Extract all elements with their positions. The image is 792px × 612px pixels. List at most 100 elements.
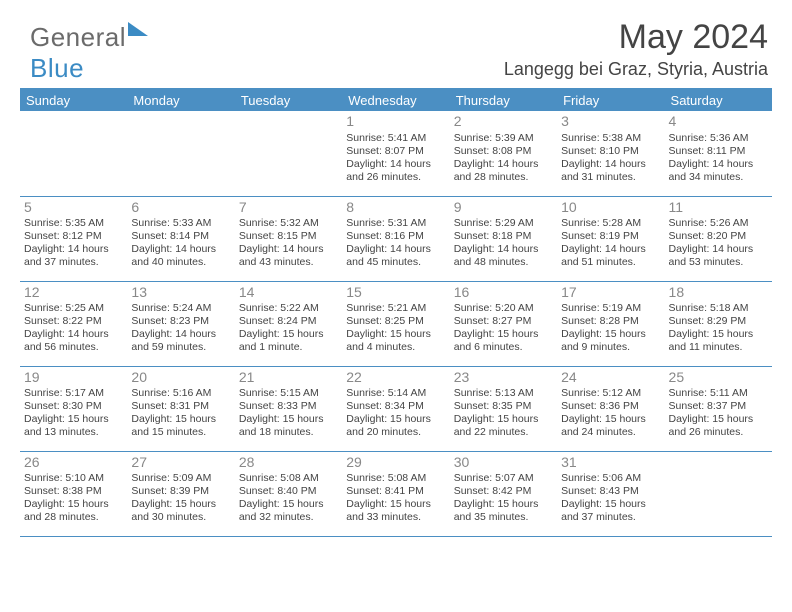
day-number: 19 [24, 369, 123, 387]
calendar-cell: 3Sunrise: 5:38 AMSunset: 8:10 PMDaylight… [557, 111, 664, 196]
calendar-cell: 24Sunrise: 5:12 AMSunset: 8:36 PMDayligh… [557, 366, 664, 451]
day-number: 5 [24, 199, 123, 217]
sunset-text: Sunset: 8:22 PM [24, 315, 123, 328]
sunset-text: Sunset: 8:07 PM [346, 145, 445, 158]
weekday-header: Tuesday [235, 89, 342, 111]
sunset-text: Sunset: 8:11 PM [669, 145, 768, 158]
daylight-text: Daylight: 14 hours and 51 minutes. [561, 243, 660, 269]
calendar-cell: 22Sunrise: 5:14 AMSunset: 8:34 PMDayligh… [342, 366, 449, 451]
sunset-text: Sunset: 8:08 PM [454, 145, 553, 158]
day-number: 25 [669, 369, 768, 387]
day-number: 9 [454, 199, 553, 217]
calendar-cell: 29Sunrise: 5:08 AMSunset: 8:41 PMDayligh… [342, 451, 449, 536]
daylight-text: Daylight: 15 hours and 15 minutes. [131, 413, 230, 439]
sunrise-text: Sunrise: 5:32 AM [239, 217, 338, 230]
brand-part2: Blue [30, 53, 84, 83]
daylight-text: Daylight: 15 hours and 33 minutes. [346, 498, 445, 524]
sunset-text: Sunset: 8:20 PM [669, 230, 768, 243]
sunrise-text: Sunrise: 5:31 AM [346, 217, 445, 230]
calendar-cell: 21Sunrise: 5:15 AMSunset: 8:33 PMDayligh… [235, 366, 342, 451]
sunrise-text: Sunrise: 5:24 AM [131, 302, 230, 315]
sunrise-text: Sunrise: 5:14 AM [346, 387, 445, 400]
weekday-header: Thursday [450, 89, 557, 111]
daylight-text: Daylight: 15 hours and 37 minutes. [561, 498, 660, 524]
sunset-text: Sunset: 8:19 PM [561, 230, 660, 243]
sunset-text: Sunset: 8:25 PM [346, 315, 445, 328]
sunset-text: Sunset: 8:31 PM [131, 400, 230, 413]
day-number: 30 [454, 454, 553, 472]
daylight-text: Daylight: 15 hours and 26 minutes. [669, 413, 768, 439]
calendar-cell [127, 111, 234, 196]
day-number: 7 [239, 199, 338, 217]
daylight-text: Daylight: 15 hours and 24 minutes. [561, 413, 660, 439]
calendar-cell: 18Sunrise: 5:18 AMSunset: 8:29 PMDayligh… [665, 281, 772, 366]
sunrise-text: Sunrise: 5:28 AM [561, 217, 660, 230]
sunrise-text: Sunrise: 5:25 AM [24, 302, 123, 315]
daylight-text: Daylight: 15 hours and 30 minutes. [131, 498, 230, 524]
daylight-text: Daylight: 14 hours and 34 minutes. [669, 158, 768, 184]
calendar-cell: 1Sunrise: 5:41 AMSunset: 8:07 PMDaylight… [342, 111, 449, 196]
brand-part1: General [30, 22, 126, 52]
day-number: 26 [24, 454, 123, 472]
calendar-cell: 28Sunrise: 5:08 AMSunset: 8:40 PMDayligh… [235, 451, 342, 536]
sunset-text: Sunset: 8:38 PM [24, 485, 123, 498]
calendar-cell: 27Sunrise: 5:09 AMSunset: 8:39 PMDayligh… [127, 451, 234, 536]
sunrise-text: Sunrise: 5:13 AM [454, 387, 553, 400]
calendar-cell [665, 451, 772, 536]
sunrise-text: Sunrise: 5:41 AM [346, 132, 445, 145]
sunrise-text: Sunrise: 5:35 AM [24, 217, 123, 230]
daylight-text: Daylight: 15 hours and 6 minutes. [454, 328, 553, 354]
calendar-cell: 11Sunrise: 5:26 AMSunset: 8:20 PMDayligh… [665, 196, 772, 281]
calendar-row: 12Sunrise: 5:25 AMSunset: 8:22 PMDayligh… [20, 281, 772, 366]
daylight-text: Daylight: 15 hours and 20 minutes. [346, 413, 445, 439]
sunrise-text: Sunrise: 5:39 AM [454, 132, 553, 145]
daylight-text: Daylight: 14 hours and 56 minutes. [24, 328, 123, 354]
daylight-text: Daylight: 14 hours and 31 minutes. [561, 158, 660, 184]
sunset-text: Sunset: 8:23 PM [131, 315, 230, 328]
sunrise-text: Sunrise: 5:16 AM [131, 387, 230, 400]
day-number: 21 [239, 369, 338, 387]
calendar-cell: 17Sunrise: 5:19 AMSunset: 8:28 PMDayligh… [557, 281, 664, 366]
sunset-text: Sunset: 8:41 PM [346, 485, 445, 498]
sunrise-text: Sunrise: 5:33 AM [131, 217, 230, 230]
calendar-cell: 2Sunrise: 5:39 AMSunset: 8:08 PMDaylight… [450, 111, 557, 196]
daylight-text: Daylight: 14 hours and 26 minutes. [346, 158, 445, 184]
calendar-cell: 16Sunrise: 5:20 AMSunset: 8:27 PMDayligh… [450, 281, 557, 366]
daylight-text: Daylight: 14 hours and 45 minutes. [346, 243, 445, 269]
sunset-text: Sunset: 8:10 PM [561, 145, 660, 158]
sunrise-text: Sunrise: 5:18 AM [669, 302, 768, 315]
sunset-text: Sunset: 8:24 PM [239, 315, 338, 328]
sunrise-text: Sunrise: 5:19 AM [561, 302, 660, 315]
daylight-text: Daylight: 15 hours and 22 minutes. [454, 413, 553, 439]
calendar-cell: 15Sunrise: 5:21 AMSunset: 8:25 PMDayligh… [342, 281, 449, 366]
day-number: 22 [346, 369, 445, 387]
daylight-text: Daylight: 15 hours and 32 minutes. [239, 498, 338, 524]
calendar-table: SundayMondayTuesdayWednesdayThursdayFrid… [20, 88, 772, 537]
sunset-text: Sunset: 8:28 PM [561, 315, 660, 328]
calendar-cell: 25Sunrise: 5:11 AMSunset: 8:37 PMDayligh… [665, 366, 772, 451]
day-number: 24 [561, 369, 660, 387]
day-number: 1 [346, 113, 445, 131]
day-number: 31 [561, 454, 660, 472]
sunrise-text: Sunrise: 5:09 AM [131, 472, 230, 485]
calendar-cell: 7Sunrise: 5:32 AMSunset: 8:15 PMDaylight… [235, 196, 342, 281]
sunset-text: Sunset: 8:30 PM [24, 400, 123, 413]
calendar-body: 1Sunrise: 5:41 AMSunset: 8:07 PMDaylight… [20, 111, 772, 536]
weekday-header: Saturday [665, 89, 772, 111]
day-number: 13 [131, 284, 230, 302]
daylight-text: Daylight: 14 hours and 40 minutes. [131, 243, 230, 269]
sunrise-text: Sunrise: 5:38 AM [561, 132, 660, 145]
day-number: 16 [454, 284, 553, 302]
calendar-cell: 14Sunrise: 5:22 AMSunset: 8:24 PMDayligh… [235, 281, 342, 366]
sunset-text: Sunset: 8:36 PM [561, 400, 660, 413]
sunset-text: Sunset: 8:34 PM [346, 400, 445, 413]
daylight-text: Daylight: 14 hours and 53 minutes. [669, 243, 768, 269]
day-number: 14 [239, 284, 338, 302]
day-number: 10 [561, 199, 660, 217]
day-number: 28 [239, 454, 338, 472]
day-number: 23 [454, 369, 553, 387]
sunset-text: Sunset: 8:33 PM [239, 400, 338, 413]
sunset-text: Sunset: 8:12 PM [24, 230, 123, 243]
day-number: 18 [669, 284, 768, 302]
calendar-cell: 8Sunrise: 5:31 AMSunset: 8:16 PMDaylight… [342, 196, 449, 281]
